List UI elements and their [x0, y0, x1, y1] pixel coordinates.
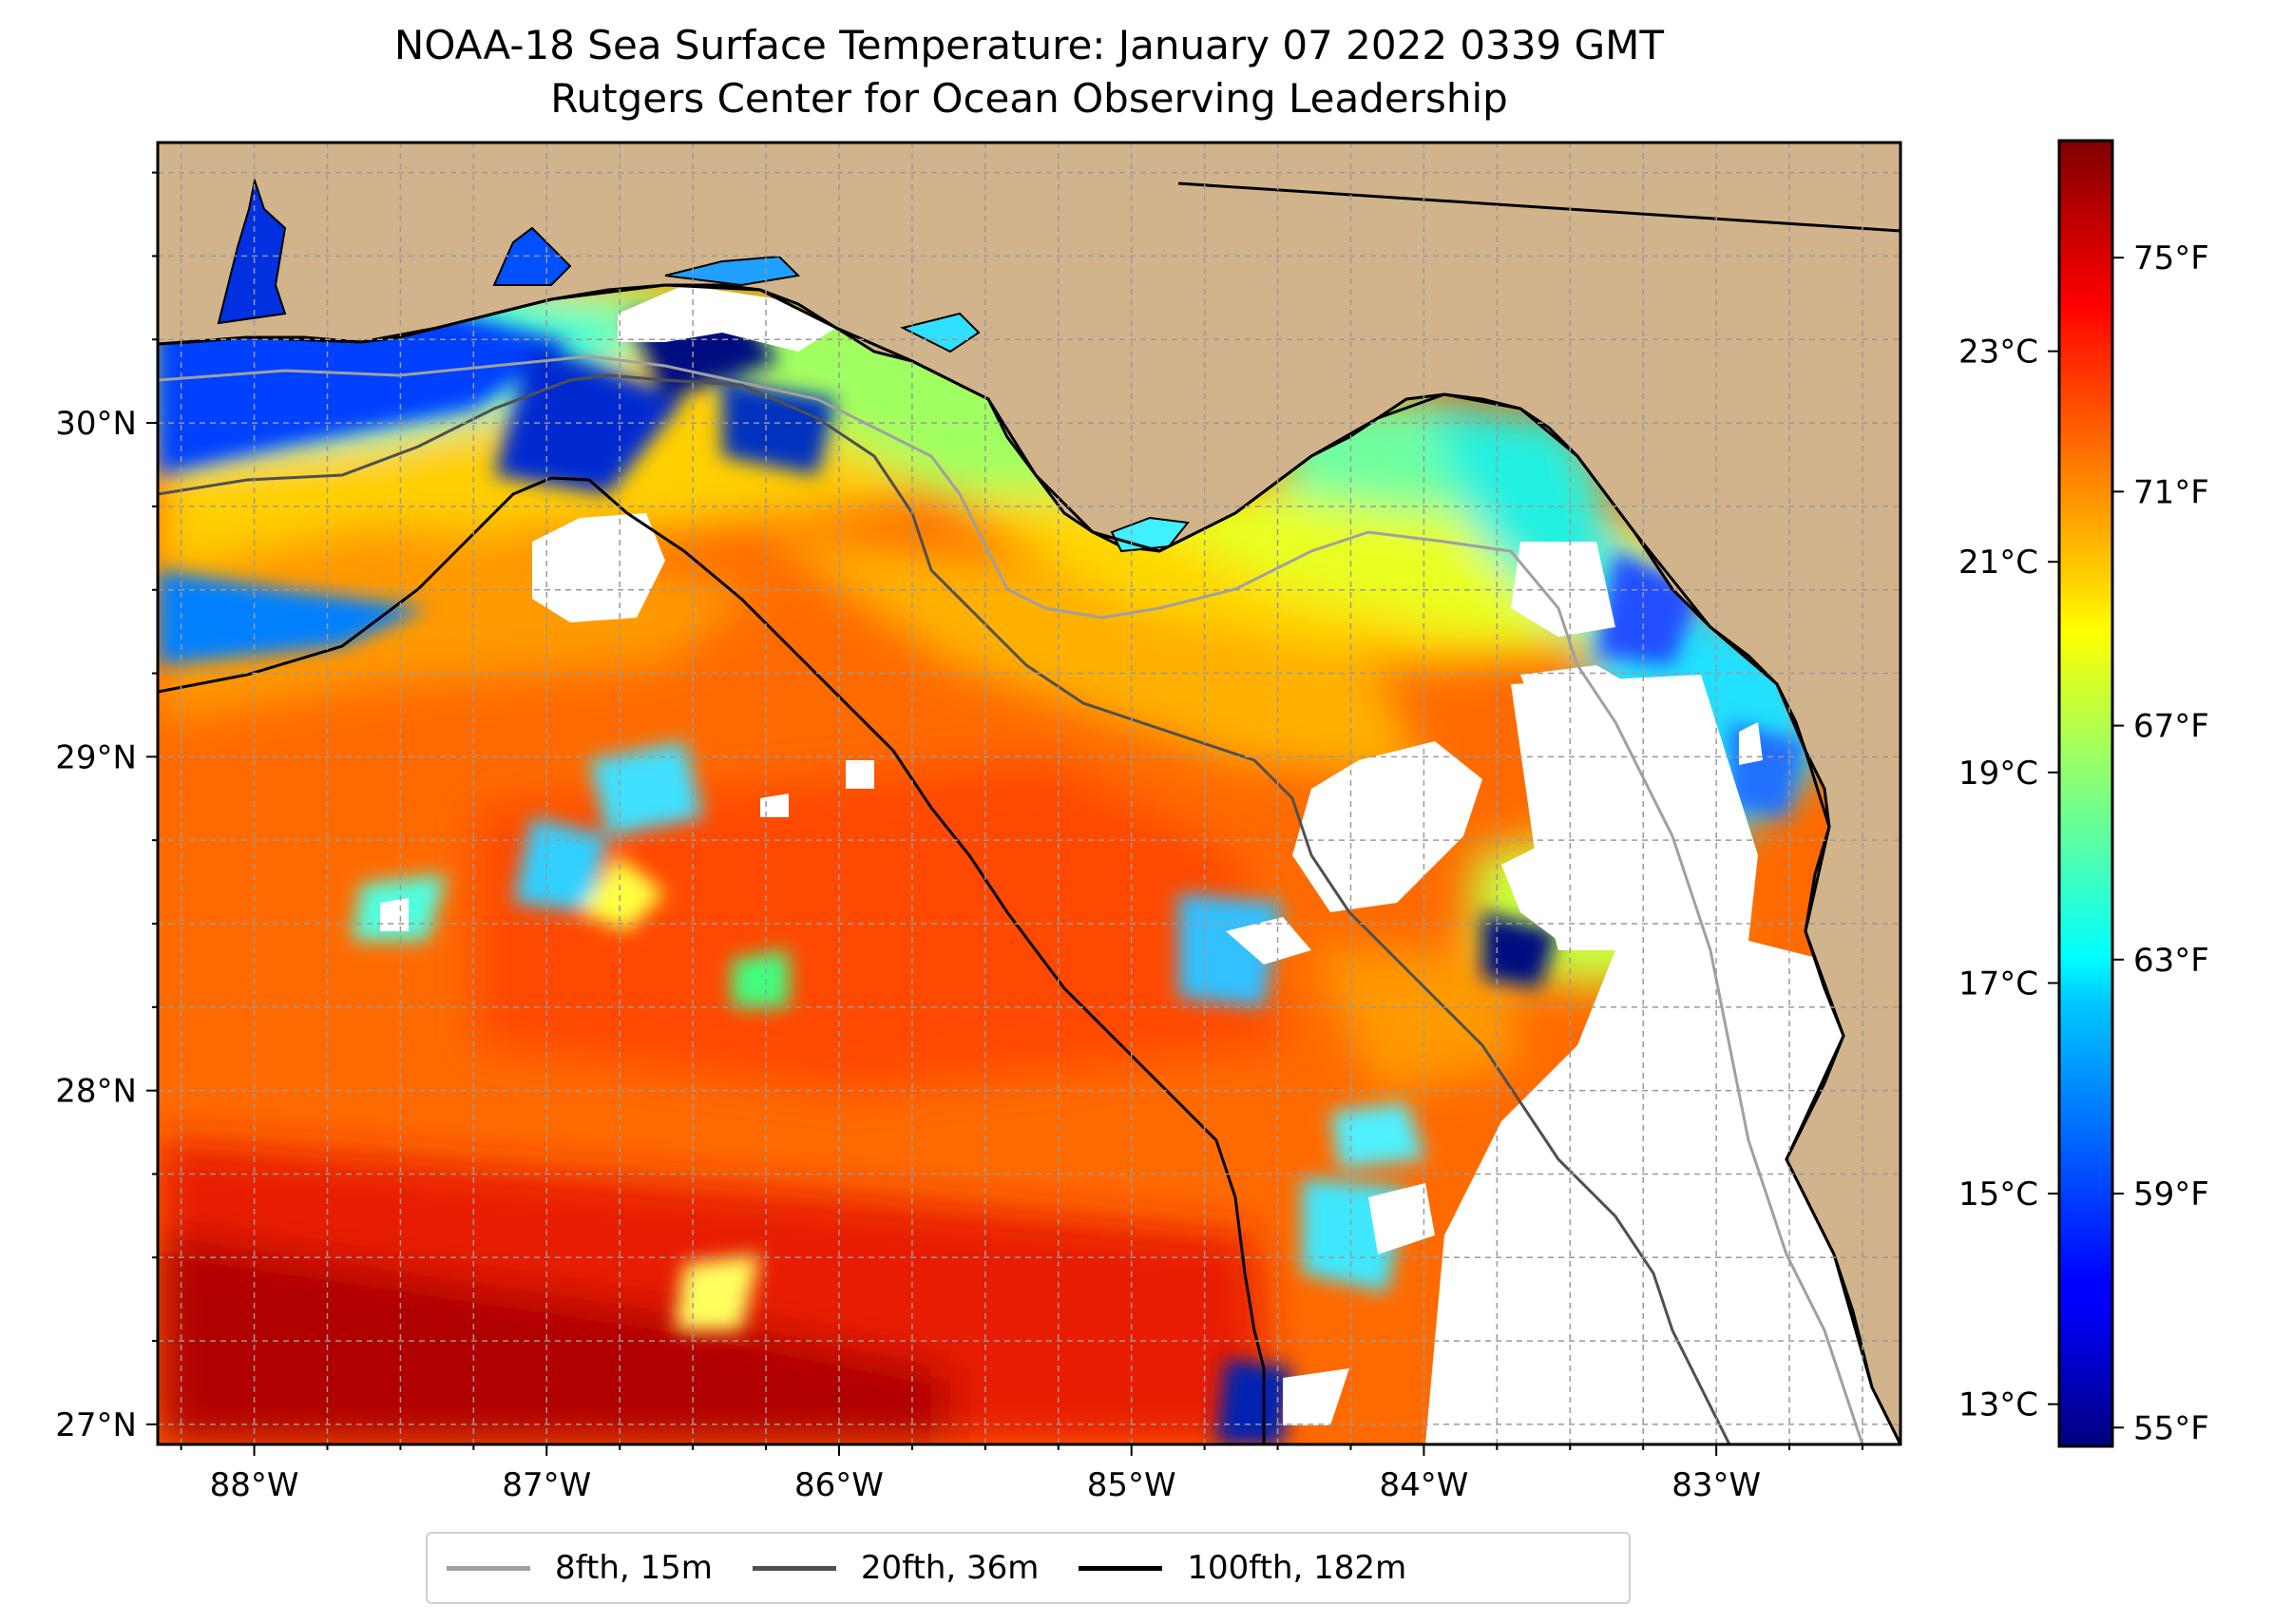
lat-tick-label: 28°N: [55, 1073, 137, 1111]
lon-tick-label: 85°W: [1087, 1466, 1176, 1504]
latitude-axis: 30°N 29°N 28°N 27°N: [55, 171, 158, 1444]
longitude-axis: 88°W 87°W 86°W 85°W 84°W 83°W: [180, 1444, 1863, 1504]
fahrenheit-tick-label: 75°F: [2133, 239, 2209, 277]
no-data-regions: [380, 285, 1900, 1444]
celsius-tick-label: 15°C: [1958, 1175, 2038, 1213]
legend-label-8fth: 8fth, 15m: [555, 1549, 713, 1587]
colorbar-celsius-ticks: 13°C 15°C 17°C 19°C 21°C 23°C: [1958, 334, 2059, 1424]
celsius-tick-label: 23°C: [1958, 334, 2038, 372]
lat-tick-label: 29°N: [55, 738, 137, 776]
colorbar: [2057, 139, 2114, 1448]
map-frame: [156, 141, 1902, 1446]
lon-tick-label: 87°W: [502, 1466, 591, 1504]
celsius-tick-label: 17°C: [1958, 965, 2038, 1003]
colorbar-fahrenheit-ticks: 55°F 59°F 63°F 67°F 71°F 75°F: [2112, 239, 2209, 1447]
celsius-tick-label: 13°C: [1958, 1386, 2038, 1424]
fahrenheit-tick-label: 55°F: [2133, 1409, 2209, 1447]
legend-item-20fth: 20fth, 36m: [752, 1549, 1040, 1587]
fahrenheit-tick-label: 71°F: [2133, 473, 2209, 511]
lon-tick-label: 83°W: [1671, 1466, 1761, 1504]
legend-swatch-8fth: [447, 1565, 530, 1571]
celsius-tick-label: 21°C: [1958, 544, 2038, 582]
state-border: [1177, 182, 1900, 233]
contour-8fth-15m: [158, 354, 1864, 1444]
lon-tick-label: 88°W: [210, 1466, 299, 1504]
coastline: [158, 283, 1900, 1444]
lat-tick-label: 30°N: [55, 405, 137, 443]
map-title: NOAA-18 Sea Surface Temperature: January…: [393, 22, 1665, 68]
lon-tick-label: 86°W: [794, 1466, 884, 1504]
legend-swatch-100fth: [1079, 1565, 1163, 1571]
legend-swatch-20fth: [752, 1565, 836, 1571]
fahrenheit-tick-label: 59°F: [2133, 1175, 2209, 1213]
map-subtitle: Rutgers Center for Ocean Observing Leade…: [550, 75, 1508, 122]
contour-20fth-36m: [158, 373, 1731, 1444]
fahrenheit-tick-label: 67°F: [2133, 708, 2209, 746]
fahrenheit-tick-label: 63°F: [2133, 942, 2209, 980]
bathymetry-legend: 8fth, 15m 20fth, 36m 100fth, 182m: [426, 1532, 1631, 1604]
contour-100fth-182m: [158, 476, 1266, 1444]
lon-tick-label: 84°W: [1379, 1466, 1468, 1504]
legend-item-100fth: 100fth, 182m: [1079, 1549, 1406, 1587]
lat-tick-label: 27°N: [55, 1406, 137, 1444]
legend-label-100fth: 100fth, 182m: [1187, 1549, 1407, 1587]
gridlines: [158, 143, 1900, 1444]
sst-map-area: [158, 143, 1900, 1444]
celsius-tick-label: 19°C: [1958, 755, 2038, 793]
legend-item-8fth: 8fth, 15m: [447, 1549, 713, 1587]
legend-label-20fth: 20fth, 36m: [860, 1549, 1040, 1587]
